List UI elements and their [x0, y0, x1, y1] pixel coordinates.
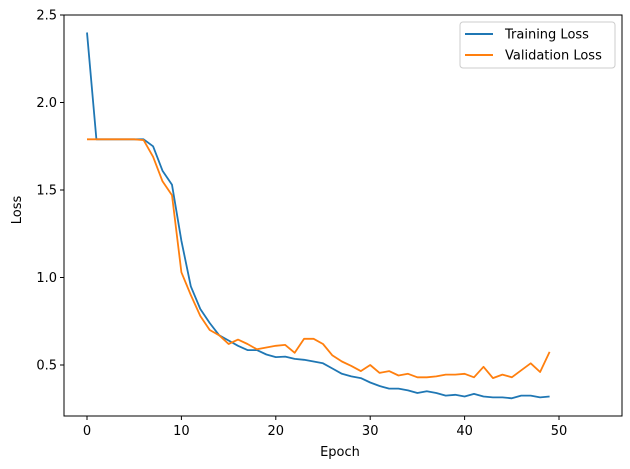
y-axis-label: Loss	[10, 196, 25, 225]
y-tick-label: 2.5	[36, 9, 57, 24]
legend-validation-label: Validation Loss	[505, 49, 602, 64]
x-tick-label: 0	[83, 424, 91, 439]
legend: Training Loss Validation Loss	[459, 21, 616, 69]
x-axis-label: Epoch	[320, 445, 360, 460]
y-tick-label: 1.0	[36, 271, 57, 286]
y-axis-ticks: 0.5 1.0 1.5 2.0 2.5	[36, 9, 64, 374]
x-axis-ticks: 0 10 20 30 40 50	[83, 416, 567, 439]
x-tick-label: 40	[456, 424, 473, 439]
legend-box	[459, 21, 616, 69]
y-tick-label: 2.0	[36, 96, 57, 111]
x-tick-label: 10	[173, 424, 190, 439]
x-tick-label: 20	[268, 424, 285, 439]
training-loss-line	[86, 32, 550, 400]
axes-frame	[63, 14, 623, 417]
y-tick-label: 0.5	[36, 359, 57, 374]
series-layer	[86, 32, 551, 400]
validation-loss-line	[87, 138, 551, 380]
x-tick-label: 30	[362, 424, 379, 439]
y-tick-label: 1.5	[36, 184, 57, 199]
x-tick-label: 50	[551, 424, 568, 439]
legend-training-label: Training Loss	[504, 28, 589, 43]
plot-area: 0 10 20 30 40 50 0.5 1.0 1.5 2.0 2.5	[36, 9, 623, 439]
